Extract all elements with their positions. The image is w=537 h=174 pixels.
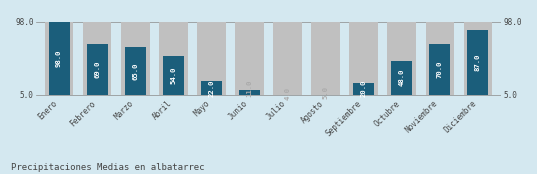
- Text: 48.0: 48.0: [399, 69, 405, 86]
- Bar: [83, 22, 112, 94]
- Text: 87.0: 87.0: [475, 54, 481, 71]
- Text: 22.0: 22.0: [208, 79, 214, 97]
- Text: 4.0: 4.0: [285, 87, 291, 100]
- Bar: [425, 22, 454, 94]
- Bar: [430, 44, 451, 94]
- Bar: [467, 30, 488, 94]
- Bar: [159, 22, 187, 94]
- Bar: [273, 22, 302, 94]
- Bar: [463, 22, 492, 94]
- Bar: [350, 22, 378, 94]
- Bar: [49, 22, 70, 94]
- Bar: [391, 61, 412, 94]
- Bar: [201, 81, 222, 94]
- Text: 20.0: 20.0: [361, 80, 367, 97]
- Text: 98.0: 98.0: [56, 49, 62, 67]
- Bar: [235, 22, 264, 94]
- Text: 70.0: 70.0: [437, 60, 443, 78]
- Bar: [163, 56, 184, 94]
- Text: 11.0: 11.0: [246, 79, 252, 97]
- Text: 5.0: 5.0: [323, 86, 329, 99]
- Bar: [311, 22, 340, 94]
- Bar: [197, 22, 226, 94]
- Bar: [121, 22, 149, 94]
- Bar: [45, 22, 74, 94]
- Bar: [388, 22, 416, 94]
- Text: 65.0: 65.0: [132, 62, 138, 80]
- Bar: [125, 48, 146, 94]
- Bar: [353, 83, 374, 94]
- Bar: [277, 94, 298, 95]
- Text: 69.0: 69.0: [94, 61, 100, 78]
- Text: Precipitaciones Medias en albatarrec: Precipitaciones Medias en albatarrec: [11, 163, 204, 172]
- Bar: [86, 44, 107, 94]
- Text: 54.0: 54.0: [170, 67, 176, 84]
- Bar: [239, 90, 260, 94]
